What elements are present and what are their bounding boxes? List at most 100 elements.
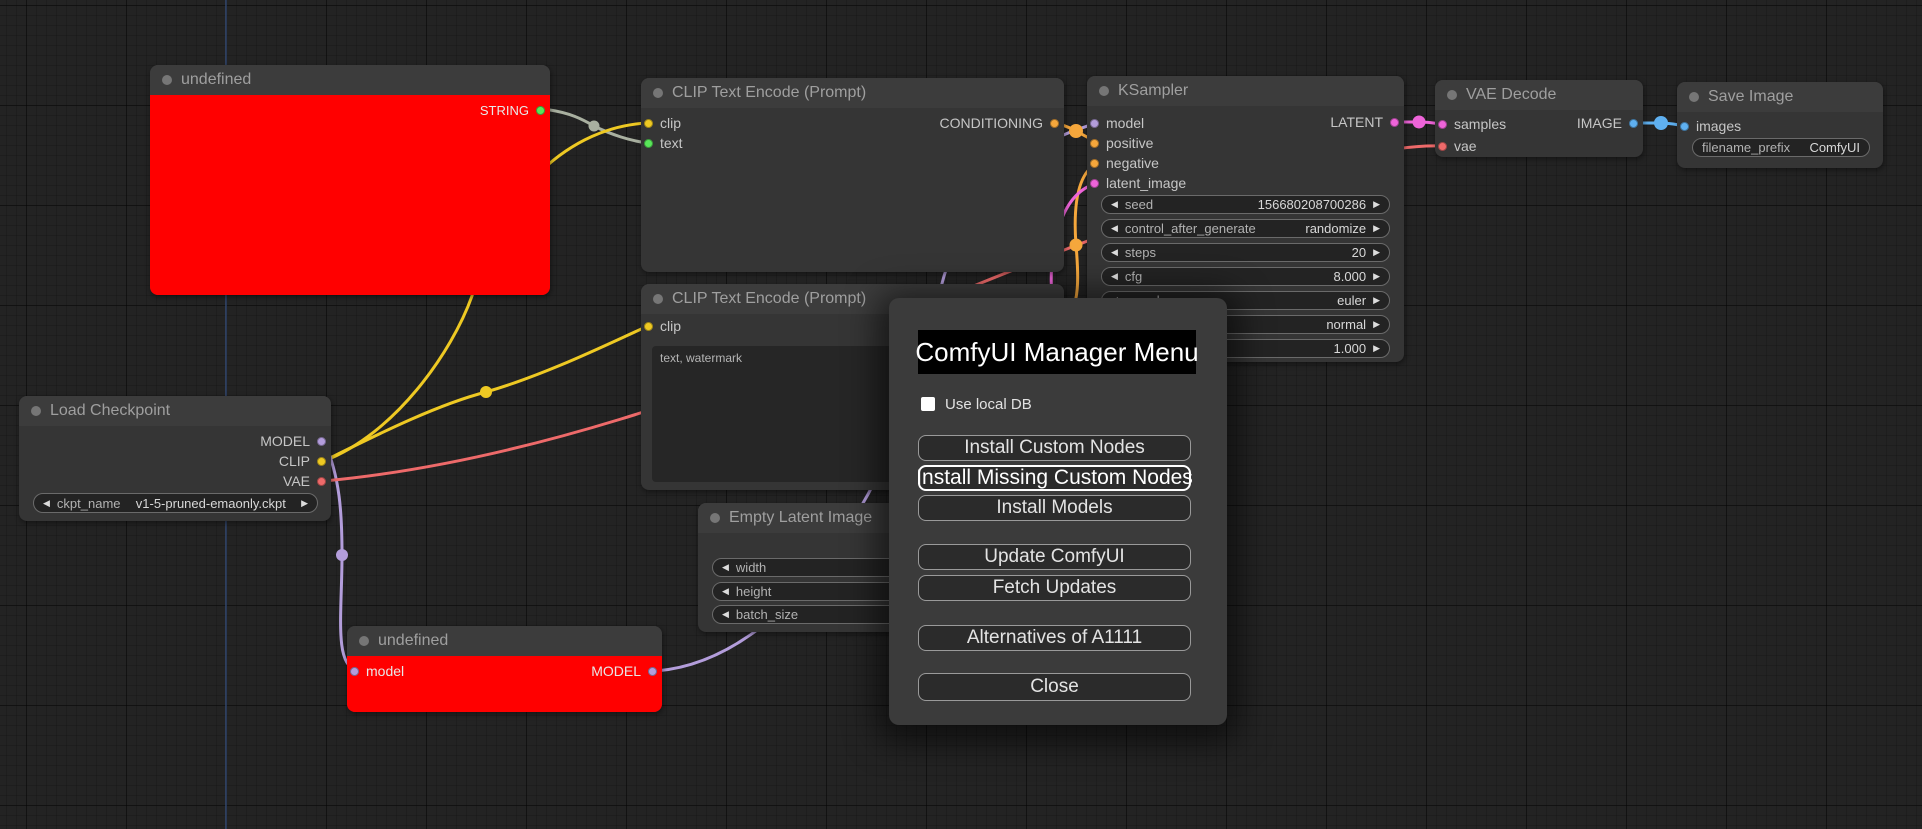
increment-arrow-icon[interactable]: ▶ [1373, 271, 1380, 281]
input-latent-image-dot[interactable] [1090, 178, 1099, 188]
node-title-bar[interactable]: undefined [150, 65, 550, 95]
input-model-dot[interactable] [350, 666, 359, 676]
node-collapse-dot-icon[interactable] [162, 75, 172, 85]
output-model-dot[interactable] [648, 666, 657, 676]
install-models-button[interactable]: Install Models [918, 495, 1191, 521]
output-label: VAE [283, 473, 310, 489]
decrement-arrow-icon[interactable]: ◀ [43, 497, 50, 508]
node-error-body: STRING [150, 95, 550, 295]
node-title-bar[interactable]: KSampler [1087, 76, 1404, 106]
node-collapse-dot-icon[interactable] [710, 513, 720, 523]
node-title-bar[interactable]: Load Checkpoint [19, 396, 331, 426]
output-label: CONDITIONING [939, 115, 1043, 131]
increment-arrow-icon[interactable]: ▶ [301, 497, 308, 508]
decrement-arrow-icon[interactable]: ◀ [1111, 247, 1118, 257]
output-label: IMAGE [1576, 115, 1622, 131]
node-title-bar[interactable]: undefined [347, 626, 662, 656]
output-image-dot[interactable] [1629, 118, 1638, 128]
use-local-db-checkbox[interactable] [921, 397, 935, 411]
increment-arrow-icon[interactable]: ▶ [1373, 319, 1380, 329]
decrement-arrow-icon[interactable]: ◀ [1111, 223, 1118, 233]
input-label: text [660, 135, 683, 151]
increment-arrow-icon[interactable]: ▶ [1373, 199, 1380, 209]
output-conditioning-dot[interactable] [1050, 118, 1059, 128]
decrement-arrow-icon[interactable]: ◀ [722, 586, 729, 596]
node-save-image[interactable]: Save Image images filename_prefix ComfyU… [1677, 82, 1883, 168]
steps-widget[interactable]: ◀ steps 20 ▶ [1101, 243, 1390, 262]
input-model-dot[interactable] [1090, 118, 1099, 128]
node-vae-decode[interactable]: VAE Decode samples vae IMAGE [1435, 80, 1643, 157]
input-samples-dot[interactable] [1438, 119, 1447, 129]
install-custom-nodes-button[interactable]: Install Custom Nodes [918, 435, 1191, 461]
decrement-arrow-icon[interactable]: ◀ [722, 609, 729, 619]
input-text-dot[interactable] [644, 138, 653, 148]
input-images-dot[interactable] [1680, 121, 1689, 131]
node-title: CLIP Text Encode (Prompt) [672, 290, 867, 307]
node-title-bar[interactable]: VAE Decode [1435, 80, 1643, 110]
wire-clip-to-clip1 [322, 121, 650, 463]
alternatives-of-a1111-button[interactable]: Alternatives of A1111 [918, 625, 1191, 651]
cfg-widget[interactable]: ◀ cfg 8.000 ▶ [1101, 267, 1390, 286]
close-button[interactable]: Close [918, 673, 1191, 701]
node-title: undefined [378, 632, 449, 649]
node-undefined-bottom[interactable]: undefined model MODEL [347, 626, 662, 712]
fetch-updates-button[interactable]: Fetch Updates [918, 575, 1191, 601]
output-latent-dot[interactable] [1390, 117, 1399, 127]
node-clip-text-encode-1[interactable]: CLIP Text Encode (Prompt) clip text COND… [641, 78, 1064, 272]
output-label: STRING [479, 102, 529, 118]
increment-arrow-icon[interactable]: ▶ [1373, 223, 1380, 233]
comfyui-manager-menu-dialog: ComfyUI Manager Menu Use local DB Instal… [889, 298, 1227, 725]
node-error-body: model MODEL [347, 656, 662, 712]
node-undefined-top[interactable]: undefined STRING [150, 65, 550, 295]
input-vae-dot[interactable] [1438, 141, 1447, 151]
ckpt-name-widget[interactable]: ◀ ckpt_name v1-5-pruned-emaonly.ckpt ▶ [33, 493, 318, 513]
node-collapse-dot-icon[interactable] [653, 294, 663, 304]
output-vae-dot[interactable] [317, 476, 326, 486]
output-label: MODEL [260, 433, 310, 449]
reroute-dot[interactable] [480, 386, 492, 398]
seed-widget[interactable]: ◀ seed 156680208700286 ▶ [1101, 195, 1390, 214]
node-collapse-dot-icon[interactable] [31, 406, 41, 416]
reroute-dot[interactable] [336, 549, 348, 561]
output-label: CLIP [278, 453, 310, 469]
output-label: LATENT [1330, 114, 1383, 130]
input-clip-dot[interactable] [644, 118, 653, 128]
increment-arrow-icon[interactable]: ▶ [1373, 247, 1380, 257]
decrement-arrow-icon[interactable]: ◀ [1111, 271, 1118, 281]
node-title: Empty Latent Image [729, 509, 873, 526]
output-clip-dot[interactable] [317, 456, 326, 466]
decrement-arrow-icon[interactable]: ◀ [722, 562, 729, 572]
node-collapse-dot-icon[interactable] [359, 636, 369, 646]
node-title-bar[interactable]: Save Image [1677, 82, 1883, 112]
control-after-generate-widget[interactable]: ◀ control_after_generate randomize ▶ [1101, 219, 1390, 238]
reroute-dot[interactable] [588, 120, 600, 132]
output-model-dot[interactable] [317, 436, 326, 446]
input-positive-dot[interactable] [1090, 138, 1099, 148]
update-comfyui-button[interactable]: Update ComfyUI [918, 544, 1191, 570]
node-collapse-dot-icon[interactable] [1447, 90, 1457, 100]
decrement-arrow-icon[interactable]: ◀ [1111, 199, 1118, 209]
node-collapse-dot-icon[interactable] [1099, 86, 1109, 96]
reroute-dot[interactable] [1412, 115, 1426, 129]
reroute-dot[interactable] [1069, 238, 1083, 252]
input-negative-dot[interactable] [1090, 158, 1099, 168]
node-title: KSampler [1118, 82, 1189, 99]
batch-size-widget[interactable]: ◀ batch_size ▶ [712, 605, 927, 624]
increment-arrow-icon[interactable]: ▶ [1373, 343, 1380, 353]
reroute-dot[interactable] [1069, 124, 1083, 138]
install-missing-custom-nodes-button[interactable]: Install Missing Custom Nodes [916, 465, 1193, 491]
output-string-dot[interactable] [536, 105, 545, 115]
node-ksampler[interactable]: KSampler model positive negative latent_… [1087, 76, 1404, 362]
node-title-bar[interactable]: CLIP Text Encode (Prompt) [641, 78, 1064, 108]
input-clip-dot[interactable] [644, 321, 653, 331]
node-load-checkpoint[interactable]: Load Checkpoint MODEL CLIP VAE ◀ ckpt_na… [19, 396, 331, 521]
increment-arrow-icon[interactable]: ▶ [1373, 295, 1380, 305]
dialog-title: ComfyUI Manager Menu [915, 330, 1199, 374]
width-widget[interactable]: ◀ width ▶ [712, 558, 927, 577]
filename-prefix-widget[interactable]: filename_prefix ComfyUI [1692, 138, 1870, 157]
reroute-dot[interactable] [1654, 116, 1668, 130]
node-title: CLIP Text Encode (Prompt) [672, 84, 867, 101]
node-collapse-dot-icon[interactable] [1689, 92, 1699, 102]
node-collapse-dot-icon[interactable] [653, 88, 663, 98]
